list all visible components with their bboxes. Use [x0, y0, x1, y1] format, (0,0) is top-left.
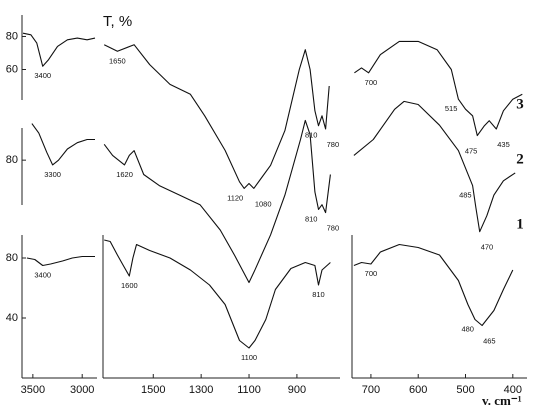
x-tick-label: 400: [504, 384, 522, 396]
peak-label: 3400: [34, 71, 51, 80]
x-tick-label: 700: [362, 384, 380, 396]
peak-label: 1120: [227, 193, 243, 202]
spectrum-curve: [26, 239, 514, 349]
x-tick-label: 3500: [21, 384, 45, 396]
y-tick-label: 80: [6, 252, 18, 264]
peak-label: 1620: [116, 170, 133, 179]
curve-label: 1: [516, 216, 524, 232]
peak-label: 700: [365, 269, 378, 278]
peak-label: 465: [483, 336, 496, 345]
spectrum-curve: [31, 100, 516, 284]
x-tick-label: 500: [456, 384, 474, 396]
x-tick-label: 1100: [237, 384, 261, 396]
x-axis-label: v. cm⁻¹: [482, 393, 522, 408]
peak-label: 485: [459, 191, 472, 200]
peak-label: 3400: [34, 270, 51, 279]
y-tick-label: 40: [6, 312, 18, 324]
spectrum-curve: [22, 32, 523, 189]
y-tick-label: 80: [6, 30, 18, 42]
y-axis-label: T, %: [103, 13, 132, 30]
peak-label: 3300: [44, 170, 61, 179]
x-tick-label: 1300: [189, 384, 213, 396]
peak-label: 475: [465, 147, 478, 156]
peak-label: 780: [327, 224, 340, 233]
peak-label: 700: [365, 78, 378, 87]
y-tick-label: 60: [6, 63, 18, 75]
peak-label: 810: [305, 131, 318, 140]
peak-label: 1100: [241, 353, 257, 362]
x-tick-label: 900: [288, 384, 306, 396]
x-tick-label: 3000: [70, 384, 94, 396]
peak-label: 435: [497, 140, 510, 149]
peak-label: 810: [312, 290, 325, 299]
x-tick-label: 1500: [141, 384, 165, 396]
peak-label: 780: [327, 140, 340, 149]
peak-label: 1600: [121, 281, 138, 290]
peak-label: 810: [305, 214, 318, 223]
peak-label: 515: [445, 104, 458, 113]
curve-label: 2: [516, 151, 524, 167]
y-tick-label: 80: [6, 154, 18, 166]
peak-label: 470: [481, 243, 494, 252]
peak-label: 480: [461, 324, 474, 333]
x-tick-label: 600: [409, 384, 427, 396]
peak-label: 1080: [255, 199, 272, 208]
peak-label: 1650: [109, 56, 126, 65]
curve-label: 3: [516, 96, 524, 112]
